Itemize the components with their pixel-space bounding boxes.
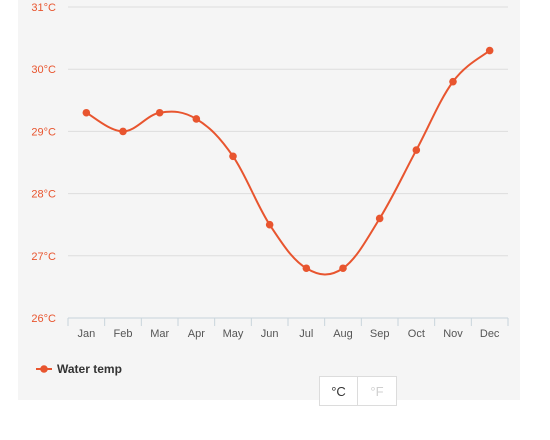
y-axis-labels: 26°C 27°C 28°C 29°C 30°C 31°C — [31, 2, 56, 325]
data-point-jul — [302, 264, 311, 273]
x-tick-label: Sep — [370, 328, 390, 340]
data-point-aug — [339, 264, 347, 273]
x-tick-label: Feb — [114, 328, 133, 340]
x-tick-label: Jun — [261, 328, 279, 340]
x-tick-label: May — [223, 328, 244, 340]
chart-panel — [18, 0, 520, 400]
y-tick-label: 31°C — [31, 2, 56, 14]
x-tick-label: Nov — [443, 328, 463, 340]
x-tick-label: Apr — [188, 328, 205, 340]
data-point-oct — [412, 146, 421, 154]
y-tick-label: 29°C — [31, 126, 56, 138]
data-point-mar — [155, 108, 164, 117]
legend[interactable]: Water temp — [36, 362, 122, 376]
series-water-temp — [82, 46, 494, 276]
unit-toggle: °C °F — [319, 376, 397, 406]
celsius-button[interactable]: °C — [319, 376, 358, 406]
data-point-feb — [119, 127, 127, 136]
data-point-jun — [265, 220, 274, 229]
y-tick-label: 27°C — [31, 251, 56, 263]
data-point-sep — [375, 214, 384, 223]
y-tick-label: 28°C — [31, 189, 56, 201]
x-axis: Jan Feb Mar Apr May Jun Jul Aug Sep Oct Nov Dec — [67, 317, 509, 340]
x-tick-label: Dec — [480, 328, 500, 340]
data-point-dec — [485, 46, 494, 55]
x-tick-label: Jan — [77, 328, 95, 340]
legend-marker — [40, 365, 48, 373]
y-tick-label: 26°C — [31, 313, 56, 325]
data-point-may — [229, 152, 237, 161]
x-tick-label: Jul — [299, 328, 313, 340]
y-tick-label: 30°C — [31, 64, 56, 76]
fahrenheit-button[interactable]: °F — [358, 376, 397, 406]
x-tick-label: Mar — [150, 328, 169, 340]
data-point-nov — [449, 77, 457, 86]
data-point-apr — [192, 115, 201, 123]
x-tick-label: Oct — [408, 328, 425, 340]
legend-label: Water temp — [57, 362, 122, 376]
data-point-jan — [82, 108, 91, 117]
grid-lines — [68, 6, 508, 257]
x-tick-label: Aug — [333, 328, 353, 340]
series-line — [85, 49, 491, 276]
